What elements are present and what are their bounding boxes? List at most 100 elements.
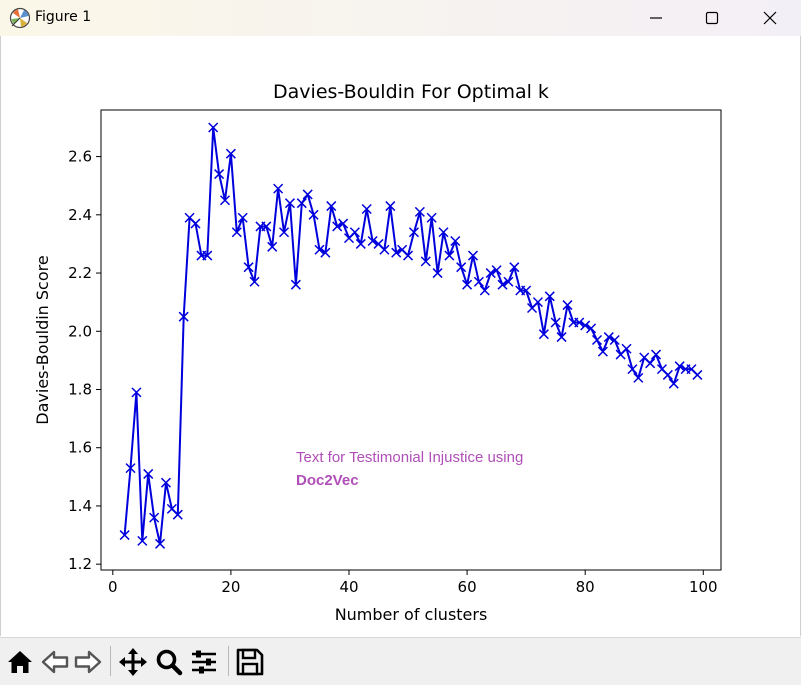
y-tick-label: 2.6 bbox=[68, 148, 92, 166]
annotation-line-1: Text for Testimonial Injustice using bbox=[296, 449, 523, 466]
x-tick-label: 80 bbox=[576, 578, 595, 596]
data-point-marker bbox=[367, 235, 378, 247]
data-point-marker bbox=[361, 203, 372, 215]
data-point-marker bbox=[314, 244, 325, 255]
chart-title: Davies-Bouldin For Optimal k bbox=[273, 81, 549, 103]
data-point-marker bbox=[580, 320, 591, 331]
toolbar-separator bbox=[228, 646, 229, 676]
data-point-marker bbox=[462, 279, 473, 290]
plot-frame bbox=[100, 109, 722, 571]
back-button[interactable] bbox=[39, 646, 71, 678]
data-point-marker bbox=[591, 334, 603, 346]
matplotlib-figure-icon bbox=[9, 7, 31, 29]
zoom-button[interactable] bbox=[153, 646, 185, 678]
data-point-marker bbox=[273, 183, 284, 194]
data-point-marker bbox=[249, 276, 260, 287]
figure-canvas[interactable]: Davies-Bouldin For Optimal k 0 20 40 60 80 10… bbox=[0, 36, 801, 636]
data-point-marker bbox=[467, 250, 479, 261]
data-point-marker bbox=[674, 361, 685, 372]
data-point-marker bbox=[692, 369, 703, 380]
data-point-marker bbox=[137, 535, 148, 546]
data-point-marker bbox=[408, 227, 419, 238]
save-disk-icon bbox=[236, 648, 264, 676]
home-button[interactable] bbox=[4, 646, 36, 678]
data-point-marker bbox=[190, 218, 201, 229]
x-axis-label: Number of clusters bbox=[335, 605, 488, 624]
data-point-marker bbox=[391, 247, 402, 258]
minimize-button[interactable] bbox=[628, 0, 684, 36]
toolbar-separator bbox=[110, 646, 111, 676]
data-point-marker bbox=[668, 378, 679, 389]
y-tick-label: 1.2 bbox=[68, 555, 92, 573]
data-point-marker bbox=[586, 323, 597, 334]
data-point-marker bbox=[633, 372, 644, 383]
data-point-marker bbox=[438, 227, 449, 238]
data-point-marker bbox=[214, 169, 225, 180]
minimize-icon bbox=[650, 17, 662, 19]
x-tick-label: 40 bbox=[339, 578, 358, 596]
data-point-marker bbox=[509, 262, 520, 273]
y-tick-label: 1.4 bbox=[68, 497, 92, 515]
data-point-marker bbox=[125, 463, 136, 474]
data-point-marker bbox=[149, 512, 160, 523]
y-axis-label: Davies-Bouldin Score bbox=[33, 255, 52, 424]
window-titlebar: Figure 1 bbox=[0, 0, 801, 36]
data-point-marker bbox=[473, 276, 484, 287]
data-point-marker bbox=[302, 189, 313, 200]
data-point-marker bbox=[503, 276, 514, 287]
data-point-marker bbox=[403, 250, 414, 261]
navigation-toolbar bbox=[0, 637, 801, 685]
y-tick-label: 2.0 bbox=[68, 322, 92, 340]
data-point-marker bbox=[178, 311, 189, 322]
y-tick-label: 2.4 bbox=[68, 206, 92, 224]
data-point-marker bbox=[645, 358, 656, 369]
data-point-marker bbox=[603, 332, 614, 343]
data-point-marker bbox=[279, 227, 290, 238]
data-point-marker bbox=[651, 349, 662, 360]
data-point-marker bbox=[231, 227, 242, 238]
data-point-marker bbox=[225, 148, 236, 159]
forward-button[interactable] bbox=[72, 646, 104, 678]
maximize-button[interactable] bbox=[684, 0, 740, 36]
data-point-marker bbox=[143, 468, 154, 479]
data-point-marker bbox=[485, 268, 496, 279]
data-point-marker bbox=[290, 279, 301, 290]
data-point-marker bbox=[349, 227, 360, 238]
pan-button[interactable] bbox=[117, 646, 149, 678]
y-tick-label: 2.2 bbox=[68, 264, 92, 282]
data-point-marker bbox=[237, 212, 248, 223]
annotation-line-2: Doc2Vec bbox=[296, 472, 359, 489]
pan-move-icon bbox=[119, 648, 147, 676]
data-point-marker bbox=[332, 221, 343, 232]
data-point-marker bbox=[662, 369, 673, 380]
data-point-marker bbox=[308, 209, 319, 220]
x-tick-label: 60 bbox=[458, 578, 477, 596]
data-point-marker bbox=[550, 317, 561, 328]
y-axis: 1.2 1.4 1.6 1.8 2.0 2.2 2.4 2.6 bbox=[68, 148, 101, 573]
save-button[interactable] bbox=[234, 646, 266, 678]
data-point-marker bbox=[379, 244, 390, 255]
configure-subplots-button[interactable] bbox=[188, 646, 220, 678]
window-border-left bbox=[0, 36, 1, 636]
data-point-marker bbox=[556, 332, 567, 343]
data-point-marker bbox=[172, 509, 183, 520]
data-point-marker bbox=[320, 247, 331, 258]
configure-subplots-icon bbox=[192, 650, 216, 674]
data-point-marker bbox=[119, 530, 130, 541]
data-point-marker bbox=[562, 300, 573, 311]
data-point-marker bbox=[491, 265, 502, 276]
close-button[interactable] bbox=[742, 0, 798, 36]
data-point-marker bbox=[450, 235, 461, 247]
home-icon bbox=[8, 651, 32, 673]
data-point-marker bbox=[160, 477, 171, 488]
data-point-marker bbox=[355, 238, 366, 249]
data-point-marker bbox=[414, 206, 425, 217]
data-point-marker bbox=[456, 262, 467, 273]
data-point-marker bbox=[385, 201, 396, 212]
data-point-marker bbox=[326, 201, 337, 212]
series-davies-bouldin bbox=[119, 122, 703, 549]
data-point-marker bbox=[597, 346, 608, 357]
data-point-marker bbox=[432, 268, 443, 279]
y-tick-label: 1.8 bbox=[68, 380, 92, 398]
data-point-marker bbox=[426, 212, 437, 223]
